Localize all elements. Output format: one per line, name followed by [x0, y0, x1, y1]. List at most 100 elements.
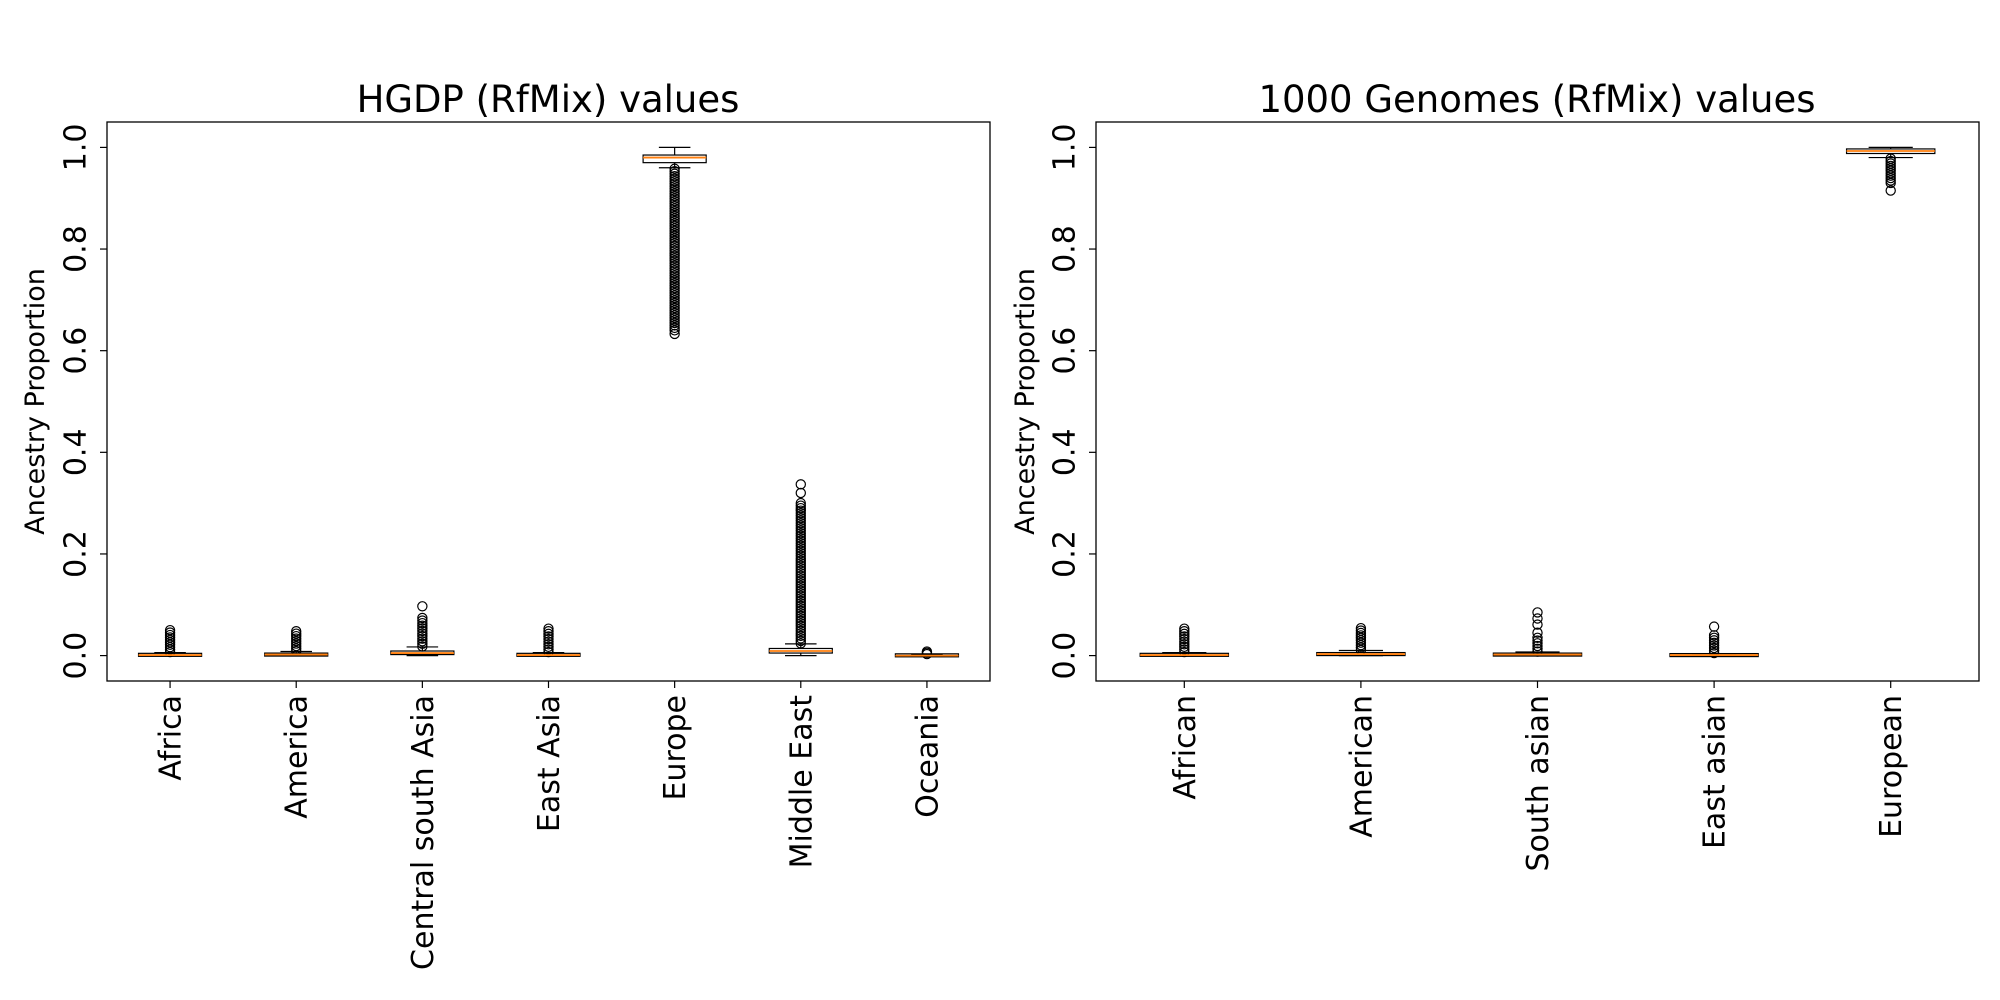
- flier-point: [1885, 160, 1896, 172]
- y-tick-label: 1.0: [59, 124, 94, 172]
- flier-point: [1532, 619, 1543, 630]
- flier-point: [1179, 633, 1190, 645]
- flier-point: [669, 168, 680, 179]
- y-tick-label: 0.4: [1048, 428, 1083, 476]
- flier-point: [669, 205, 680, 217]
- flier-point: [1355, 625, 1367, 636]
- box-oceania: [894, 646, 960, 660]
- box-fliers: [1708, 621, 1720, 659]
- flier-point: [164, 629, 176, 641]
- flier-point: [1355, 627, 1367, 639]
- flier-point: [669, 290, 680, 301]
- flier-point: [795, 588, 806, 599]
- flier-point: [1708, 642, 1720, 654]
- x-tick-label: East Asia: [532, 695, 567, 832]
- box-fliers: [417, 601, 428, 652]
- flier-point: [669, 250, 680, 261]
- box-fliers: [1355, 622, 1367, 656]
- flier-point: [417, 620, 428, 631]
- flier-point: [795, 550, 806, 561]
- flier-point: [669, 180, 680, 192]
- flier-point: [669, 297, 680, 309]
- flier-point: [669, 223, 680, 234]
- flier-point: [795, 628, 806, 639]
- box-fliers: [795, 479, 806, 649]
- flier-point: [795, 555, 806, 566]
- flier-point: [543, 633, 554, 645]
- box-fliers: [1532, 607, 1543, 657]
- flier-point: [795, 633, 806, 644]
- flier-point: [669, 210, 680, 222]
- flier-point: [1708, 637, 1720, 649]
- flier-point: [795, 613, 806, 624]
- box-body: [642, 154, 707, 164]
- flier-point: [669, 225, 680, 237]
- thousand-genomes-chart: 1000 Genomes (RfMix) values Ancestry Prop…: [1010, 78, 1980, 871]
- x-tick-label: Africa: [154, 695, 189, 781]
- flier-point: [669, 307, 680, 319]
- flier-point: [795, 505, 806, 516]
- flier-point: [1532, 640, 1543, 652]
- chart-title: 1000 Genomes (RfMix) values: [1258, 78, 1815, 121]
- box-africa: [137, 624, 203, 658]
- flier-point: [669, 277, 680, 289]
- flier-point: [669, 295, 680, 306]
- flier-point: [795, 479, 806, 490]
- flier-point: [1179, 628, 1190, 640]
- flier-point: [669, 263, 680, 274]
- flier-point: [1532, 613, 1543, 624]
- flier-point: [795, 618, 806, 629]
- y-tick-label: 0.0: [59, 632, 94, 680]
- flier-point: [795, 487, 806, 499]
- flier-point: [1885, 158, 1896, 169]
- flier-point: [795, 580, 806, 591]
- y-tick-label: 0.6: [1048, 327, 1083, 375]
- box-central-south-asia: [390, 601, 455, 657]
- box-east-asia: [516, 623, 581, 658]
- flier-point: [669, 171, 680, 182]
- box-american: [1316, 622, 1406, 657]
- y-tick-label: 0.2: [1048, 530, 1083, 578]
- y-tick-label: 0.0: [1048, 632, 1083, 680]
- flier-point: [669, 200, 680, 212]
- flier-point: [669, 178, 680, 189]
- flier-point: [669, 280, 680, 291]
- flier-point: [795, 512, 806, 524]
- flier-point: [669, 287, 680, 299]
- y-tick-label: 0.4: [59, 428, 94, 476]
- flier-point: [1179, 636, 1190, 647]
- flier-point: [795, 535, 806, 546]
- flier-point: [543, 641, 554, 653]
- flier-point: [795, 558, 806, 569]
- flier-point: [669, 175, 680, 187]
- flier-point: [669, 253, 680, 264]
- flier-point: [795, 548, 806, 559]
- x-tick-label: East asian: [1698, 695, 1733, 849]
- flier-point: [669, 305, 680, 316]
- flier-point: [795, 598, 806, 609]
- flier-point: [291, 640, 302, 652]
- box-east-asian: [1669, 621, 1759, 659]
- flier-point: [1179, 626, 1190, 637]
- flier-point: [291, 625, 302, 637]
- flier-point: [417, 601, 428, 612]
- flier-point: [795, 575, 806, 586]
- flier-point: [669, 235, 680, 247]
- flier-point: [1179, 623, 1190, 634]
- flier-point: [669, 190, 680, 202]
- flier-point: [669, 260, 680, 271]
- flier-point: [669, 238, 680, 249]
- flier-point: [669, 258, 680, 269]
- flier-point: [669, 315, 680, 326]
- flier-point: [1532, 632, 1543, 644]
- flier-point: [1708, 635, 1720, 646]
- flier-point: [1708, 632, 1720, 644]
- flier-point: [795, 605, 806, 617]
- flier-point: [291, 633, 302, 644]
- x-tick-label: American: [1344, 695, 1379, 838]
- y-tick-label: 0.8: [59, 225, 94, 273]
- flier-point: [795, 630, 806, 642]
- flier-point: [1885, 185, 1896, 196]
- flier-point: [795, 595, 806, 607]
- flier-point: [1532, 627, 1543, 638]
